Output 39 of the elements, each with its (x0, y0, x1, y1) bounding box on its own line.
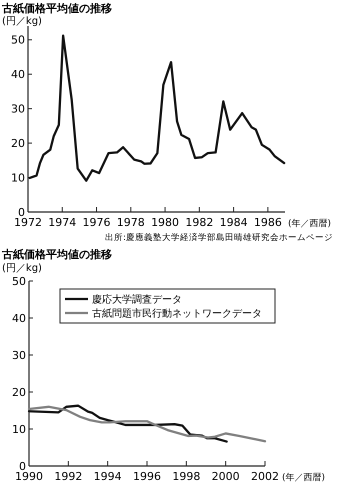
x-tick-label: 1990 (15, 470, 43, 483)
x-axis-title: (年／西暦) (282, 472, 326, 483)
y-tick-label: 10 (11, 171, 25, 184)
y-tick-label: 0 (19, 460, 26, 473)
line-series (28, 406, 266, 442)
x-tick-label: 1984 (220, 216, 248, 229)
text: 出所:慶應義塾大学経済学部島田晴雄研究会ホームページ (105, 232, 333, 243)
legend-label: 慶応大学調査データ (92, 294, 182, 306)
y-tick-label: 20 (12, 386, 26, 399)
x-tick-label: 1972 (14, 216, 42, 229)
x-axis-title: (年／西暦) (288, 218, 332, 229)
y-axis-title: (円／kg) (2, 16, 42, 27)
x-tick-label: 2000 (212, 470, 240, 483)
y-tick-label: 0 (18, 206, 25, 219)
x-tick-label: 1986 (254, 216, 282, 229)
x-tick-label: 1980 (151, 216, 180, 229)
y-tick-label: 50 (11, 34, 25, 47)
y-tick-label: 30 (11, 102, 25, 116)
line-series (28, 34, 286, 182)
x-tick-label: 1998 (172, 470, 200, 483)
chart-title: 古紙価格平均値の推移 (1, 248, 112, 261)
y-tick-label: 40 (11, 68, 25, 82)
x-tick-label: 1976 (82, 216, 111, 229)
x-tick-label: 1978 (116, 216, 145, 229)
x-tick-label: 1982 (185, 216, 214, 229)
line-series (28, 404, 228, 443)
y-axis-title: (円／kg) (2, 263, 42, 274)
x-tick-label: 2002 (251, 470, 279, 483)
x-tick-label: 1992 (54, 470, 82, 483)
y-tick-label: 10 (12, 422, 26, 436)
y-tick-label: 50 (12, 274, 26, 288)
x-tick-label: 1994 (94, 470, 122, 483)
y-tick-label: 30 (12, 348, 26, 362)
y-tick-label: 20 (11, 136, 25, 150)
y-tick-label: 40 (12, 312, 26, 325)
x-tick-label: 1996 (133, 470, 161, 483)
chart-title: 古紙価格平均値の推移 (1, 2, 112, 15)
legend-label: 古紙問題市民行動ネットワークデータ (92, 308, 262, 320)
x-tick-label: 1974 (48, 216, 76, 229)
